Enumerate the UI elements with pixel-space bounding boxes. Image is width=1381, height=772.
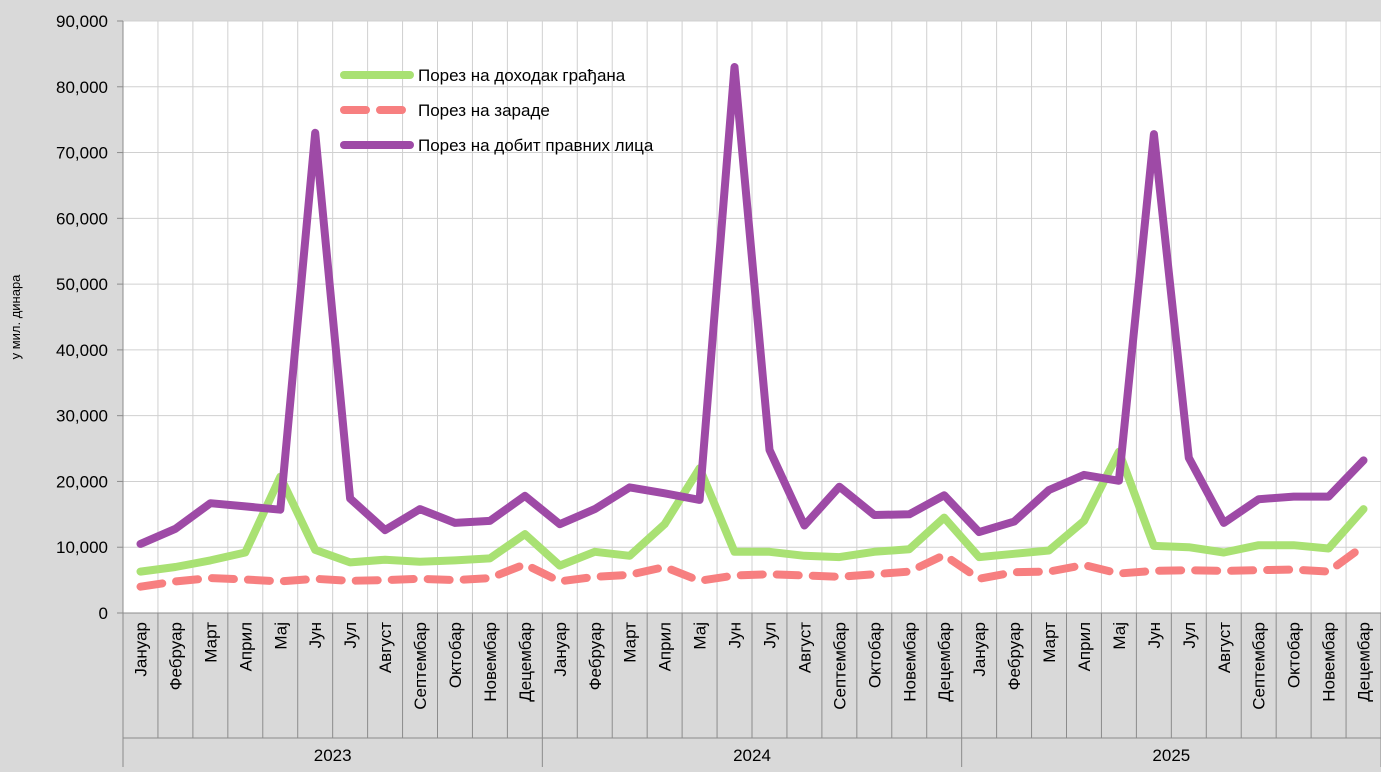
x-month-label: Новембар (900, 622, 919, 702)
x-month-label: Фебруар (1005, 622, 1024, 690)
x-month-label: Децембар (516, 622, 535, 702)
x-month-label: Новембар (1320, 622, 1339, 702)
x-month-label: Октобар (1285, 622, 1304, 688)
y-tick-label: 0 (99, 604, 108, 623)
x-month-label: Август (376, 622, 395, 673)
series-line-3 (136, 63, 1368, 548)
x-month-label: Фебруар (166, 622, 185, 690)
x-month-label: Јун (1145, 622, 1164, 648)
x-month-label: Март (1040, 622, 1059, 663)
y-tick-label: 20,000 (56, 472, 108, 491)
x-month-label: Мај (1110, 622, 1129, 650)
x-month-label: Јануар (551, 622, 570, 677)
y-tick-label: 80,000 (56, 78, 108, 97)
x-month-label: Април (1075, 622, 1094, 671)
x-month-label: Април (656, 622, 675, 671)
x-month-label: Јун (726, 622, 745, 648)
axis-labels: 0 10,000 20,000 30,000 40,000 50,000 60,000 70,… (8, 12, 1374, 765)
x-month-label: Јануар (970, 622, 989, 677)
y-tick-label: 70,000 (56, 144, 108, 163)
x-month-label: Септембар (411, 622, 430, 710)
x-month-label: Мај (691, 622, 710, 650)
x-month-label: Септембар (830, 622, 849, 710)
legend: Порез на доходак грађана Порез на зараде П… (340, 66, 654, 155)
x-year-label: 2024 (733, 746, 771, 765)
x-month-label: Јануар (131, 622, 150, 677)
legend-label-2: Порез на зараде (418, 101, 550, 120)
series-line-2 (136, 541, 1368, 591)
x-year-label: 2025 (1152, 746, 1190, 765)
x-month-label: Јун (306, 622, 325, 648)
axes (117, 20, 1381, 767)
x-month-label: Октобар (446, 622, 465, 688)
series-line-1 (136, 447, 1368, 576)
y-tick-label: 60,000 (56, 209, 108, 228)
legend-label-1: Порез на доходак грађана (418, 66, 626, 85)
y-axis-title: у мил. динара (8, 274, 23, 360)
y-tick-label: 30,000 (56, 407, 108, 426)
x-month-label: Август (795, 622, 814, 673)
x-month-label: Јул (1180, 622, 1199, 649)
x-month-label: Септембар (1250, 622, 1269, 710)
x-month-label: Децембар (1355, 622, 1374, 702)
x-month-label: Април (236, 622, 255, 671)
x-month-label: Фебруар (586, 622, 605, 690)
x-month-label: Мај (271, 622, 290, 650)
x-month-label: Март (201, 622, 220, 663)
y-tick-label: 40,000 (56, 341, 108, 360)
x-month-label: Август (1215, 622, 1234, 673)
series-lines (136, 63, 1368, 591)
y-tick-label: 10,000 (56, 538, 108, 557)
y-tick-label: 50,000 (56, 275, 108, 294)
y-tick-label: 90,000 (56, 12, 108, 31)
x-month-label: Јул (341, 622, 360, 649)
gridlines (122, 20, 1381, 614)
x-month-label: Новембар (481, 622, 500, 702)
legend-label-3: Порез на добит правних лица (418, 136, 654, 155)
x-month-label: Јул (760, 622, 779, 649)
x-month-label: Октобар (865, 622, 884, 688)
x-year-label: 2023 (314, 746, 352, 765)
x-month-label: Децембар (935, 622, 954, 702)
x-month-label: Март (621, 622, 640, 663)
